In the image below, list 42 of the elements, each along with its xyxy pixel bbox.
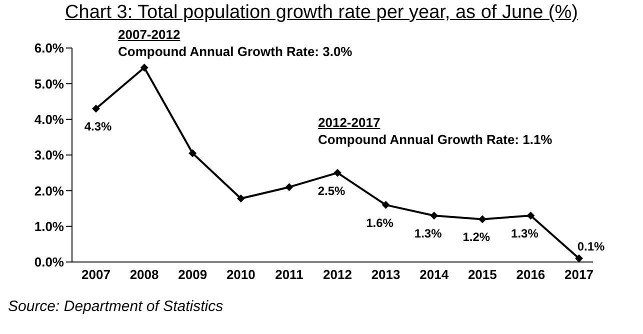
y-tick-label: 2.0% — [34, 183, 64, 198]
y-tick-label: 4.0% — [34, 112, 64, 127]
data-label: 1.3% — [414, 226, 442, 241]
point — [430, 212, 438, 220]
x-tick-label: 2011 — [275, 267, 304, 282]
chart-title: Chart 3: Total population growth rate per year, as of June (%) — [64, 2, 579, 24]
data-label: 0.1% — [577, 239, 605, 254]
point — [92, 104, 100, 113]
x-tick-label: 2007 — [82, 267, 110, 282]
y-tick-label: 0.0% — [34, 254, 64, 270]
x-tick-label: 2013 — [371, 267, 400, 282]
y-tick-label: 3.0% — [34, 148, 64, 163]
point — [382, 200, 390, 209]
x-tick-label: 2008 — [130, 267, 159, 282]
x-tick-label: 2016 — [516, 267, 546, 282]
point — [285, 183, 294, 192]
point — [188, 149, 197, 158]
point — [236, 194, 245, 203]
y-tick-label: 5.0% — [34, 76, 64, 92]
data-label: 2.5% — [318, 184, 346, 198]
x-tick-label: 2009 — [178, 267, 208, 282]
point — [575, 254, 583, 262]
source-note: Source: Department of Statistics — [8, 298, 224, 315]
data-label: 1.3% — [511, 226, 539, 241]
point — [334, 168, 342, 177]
data-label: 4.3% — [84, 120, 112, 134]
annotation: Compound Annual Growth Rate: 1.1% — [318, 132, 552, 147]
x-tick-label: 2010 — [226, 267, 256, 282]
x-tick-label: 2017 — [564, 267, 594, 282]
x-tick-label: 2012 — [323, 267, 352, 282]
data-label: 1.2% — [462, 230, 490, 244]
text: 2007-2012 — [118, 27, 180, 42]
y-tick-label: 1.0% — [34, 218, 64, 234]
point — [478, 215, 486, 224]
data-label: 1.6% — [366, 216, 394, 230]
point — [526, 212, 535, 220]
annotation: Compound Annual Growth Rate: 3.0% — [118, 44, 352, 59]
x-tick-label: 2014 — [420, 267, 450, 282]
annotation: 2012-2017 — [318, 115, 380, 130]
x-tick-label: 2015 — [468, 267, 497, 282]
y-tick-label: 6.0% — [34, 40, 64, 56]
point — [140, 64, 148, 72]
